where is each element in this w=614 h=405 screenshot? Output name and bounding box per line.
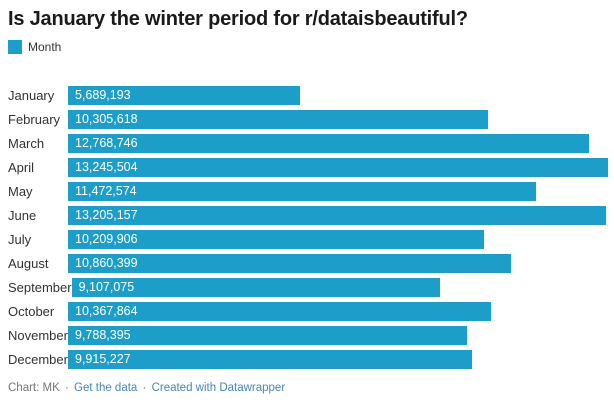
bar: 9,788,395 xyxy=(68,325,468,345)
bar: 13,205,157 xyxy=(68,205,607,225)
bar: 10,209,906 xyxy=(68,229,485,249)
bar: 10,305,618 xyxy=(68,109,489,129)
created-with-datawrapper-link[interactable]: Created with Datawrapper xyxy=(151,382,286,394)
category-label: September xyxy=(8,279,72,295)
bar: 13,245,504 xyxy=(68,157,608,177)
chart-row: August 10,860,399 xyxy=(8,251,608,275)
legend-swatch-icon xyxy=(8,40,22,54)
category-label: April xyxy=(8,159,35,175)
value-label: 10,860,399 xyxy=(75,256,138,270)
footer-separator: · xyxy=(142,382,147,394)
category-label: February xyxy=(8,111,61,127)
bar-track: 13,205,157 xyxy=(68,205,608,225)
bar-track: 9,915,227 xyxy=(68,349,608,369)
chart-row: December 9,915,227 xyxy=(8,347,608,371)
bar-track: 5,689,193 xyxy=(68,85,608,105)
footer-credit: Chart: MK xyxy=(8,382,60,394)
bar: 10,860,399 xyxy=(68,253,511,273)
category-label: March xyxy=(8,135,45,151)
chart-row: July 10,209,906 xyxy=(8,227,608,251)
footer: Chart: MK · Get the data · Created with … xyxy=(8,382,608,394)
bar-track: 12,768,746 xyxy=(68,133,608,153)
chart-row: January 5,689,193 xyxy=(8,83,608,107)
bar-track: 11,472,574 xyxy=(68,181,608,201)
value-label: 5,689,193 xyxy=(75,88,131,102)
bar-track: 9,107,075 xyxy=(71,277,608,297)
chart-row: October 10,367,864 xyxy=(8,299,608,323)
chart-row: June 13,205,157 xyxy=(8,203,608,227)
category-label: November xyxy=(8,327,68,343)
value-label: 12,768,746 xyxy=(75,136,138,150)
bar-track: 10,305,618 xyxy=(68,109,608,129)
bar-track: 10,209,906 xyxy=(68,229,608,249)
bar: 11,472,574 xyxy=(68,181,536,201)
bar-track: 13,245,504 xyxy=(68,157,608,177)
category-label: May xyxy=(8,183,33,199)
bar-track: 10,860,399 xyxy=(68,253,608,273)
bar: 5,689,193 xyxy=(68,85,300,105)
category-label: August xyxy=(8,255,49,271)
value-label: 9,915,227 xyxy=(75,352,131,366)
bar: 10,367,864 xyxy=(68,301,491,321)
category-label: July xyxy=(8,231,32,247)
get-the-data-link[interactable]: Get the data xyxy=(74,382,138,394)
chart-row: November 9,788,395 xyxy=(8,323,608,347)
value-label: 10,367,864 xyxy=(75,304,138,318)
chart-row: March 12,768,746 xyxy=(8,131,608,155)
value-label: 11,472,574 xyxy=(75,184,137,198)
bar: 12,768,746 xyxy=(68,133,589,153)
value-label: 13,245,504 xyxy=(75,160,138,174)
category-label: June xyxy=(8,207,37,223)
category-label: October xyxy=(8,303,55,319)
legend: Month xyxy=(8,40,608,54)
chart-row: May 11,472,574 xyxy=(8,179,608,203)
chart-row: February 10,305,618 xyxy=(8,107,608,131)
value-label: 9,107,075 xyxy=(78,280,135,294)
bar-chart: January 5,689,193 February 10,305,618 March 1… xyxy=(8,83,608,371)
value-label: 13,205,157 xyxy=(75,208,138,222)
value-label: 9,788,395 xyxy=(75,328,131,342)
bar: 9,107,075 xyxy=(71,277,441,297)
category-label: December xyxy=(8,351,68,367)
legend-label: Month xyxy=(28,40,62,54)
category-label: January xyxy=(8,87,55,103)
bar-track: 10,367,864 xyxy=(68,301,608,321)
value-label: 10,209,906 xyxy=(75,232,138,246)
chart-title: Is January the winter period for r/datai… xyxy=(8,8,468,30)
bar: 9,915,227 xyxy=(68,349,473,369)
value-label: 10,305,618 xyxy=(75,112,138,126)
chart-row: September 9,107,075 xyxy=(8,275,608,299)
footer-separator: · xyxy=(64,382,69,394)
chart-row: April 13,245,504 xyxy=(8,155,608,179)
bar-track: 9,788,395 xyxy=(68,325,608,345)
